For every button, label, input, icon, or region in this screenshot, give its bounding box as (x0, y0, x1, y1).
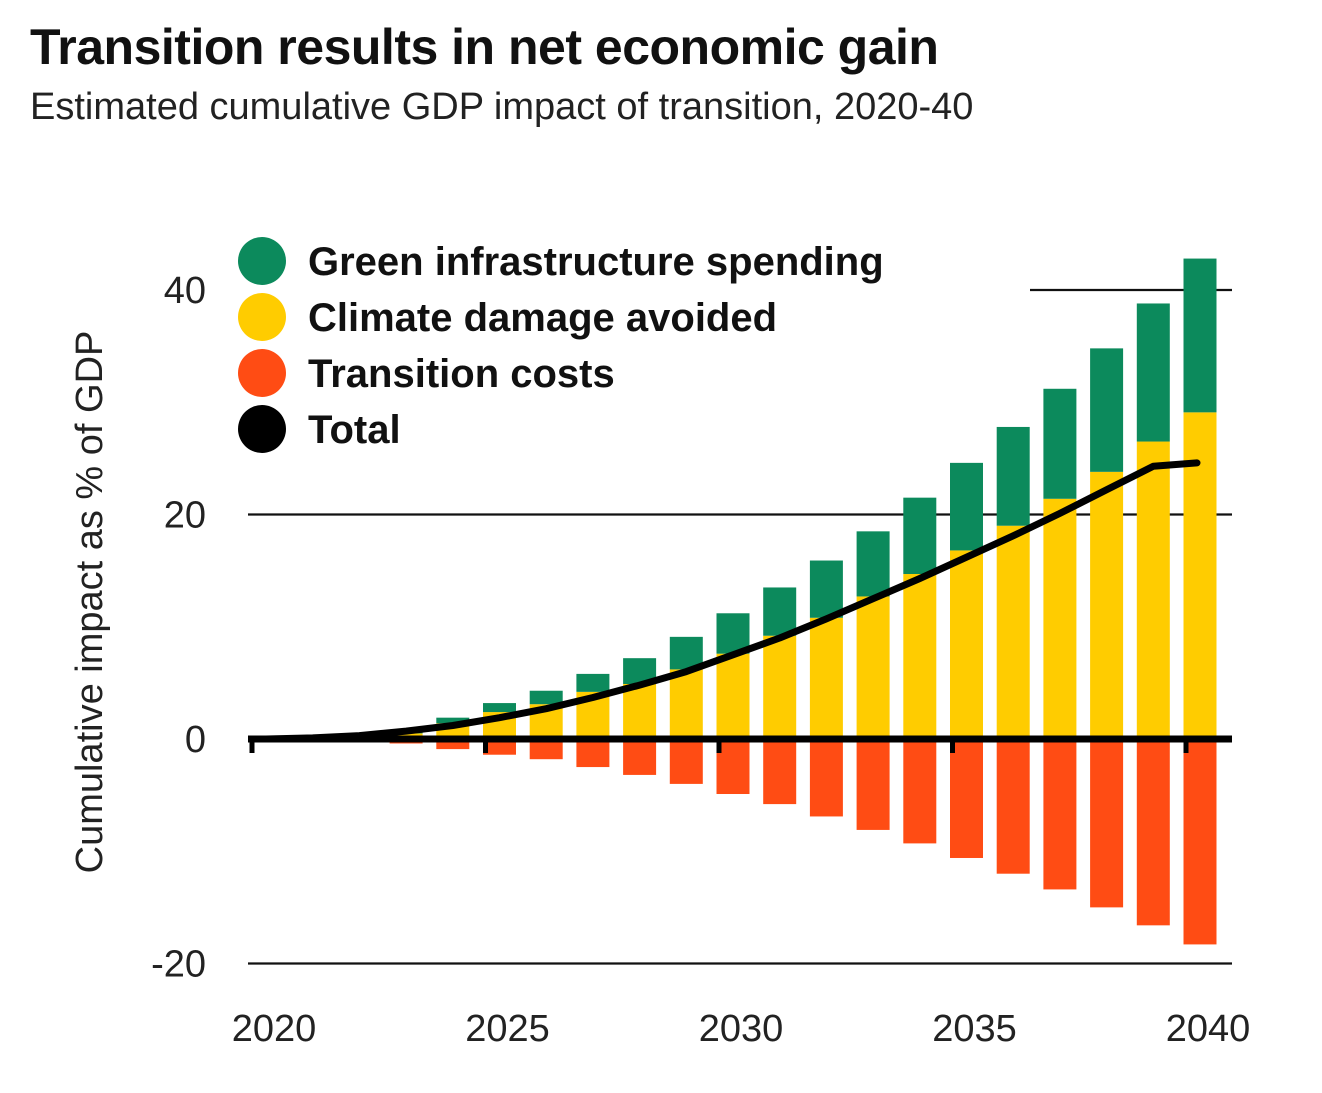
y-tick-label-20: 20 (164, 495, 206, 537)
x-tick-label-2025: 2025 (465, 1008, 550, 1050)
y-tick-label-0: 0 (185, 719, 206, 761)
bar-transition-costs-2024 (436, 739, 470, 750)
bar-green-infra-2031 (763, 587, 797, 636)
bar-green-infra-2027 (576, 673, 610, 692)
legend-label-2: Transition costs (308, 352, 615, 396)
axis-group (248, 735, 1232, 753)
bar-green-infra-2039 (1136, 303, 1170, 442)
legend-marker-0 (238, 237, 286, 285)
bar-green-infra-2024 (436, 717, 470, 724)
bar-transition-costs-2032 (809, 739, 843, 817)
bar-climate-damage-2039 (1136, 441, 1170, 739)
bar-transition-costs-2039 (1136, 739, 1170, 926)
bar-climate-damage-2028 (623, 683, 657, 739)
legend-label-0: Green infrastructure spending (308, 240, 884, 284)
bar-climate-damage-2037 (1043, 498, 1077, 739)
bars-group (389, 258, 1217, 945)
bar-climate-damage-2038 (1090, 471, 1124, 739)
legend: Green infrastructure spending Climate dam… (238, 237, 884, 453)
bar-transition-costs-2034 (903, 739, 937, 844)
bar-transition-costs-2026 (529, 739, 563, 760)
bar-transition-costs-2031 (763, 739, 797, 805)
x-tick-label-2020: 2020 (232, 1008, 317, 1050)
y-axis-label: Cumulative impact as % of GDP (69, 331, 111, 874)
chart-subtitle: Estimated cumulative GDP impact of trans… (30, 86, 974, 128)
bar-green-infra-2038 (1090, 348, 1124, 472)
bar-climate-damage-2032 (809, 617, 843, 739)
y-tick-label--20: -20 (151, 944, 206, 986)
bar-green-infra-2030 (716, 613, 750, 654)
bar-transition-costs-2028 (623, 739, 657, 775)
bar-transition-costs-2038 (1090, 739, 1124, 908)
bar-climate-damage-2030 (716, 653, 750, 739)
bar-climate-damage-2036 (996, 525, 1030, 739)
bar-climate-damage-2033 (856, 596, 890, 739)
bar-green-infra-2036 (996, 426, 1030, 526)
bar-green-infra-2025 (483, 703, 516, 713)
bar-transition-costs-2030 (716, 739, 750, 795)
total-line-group (262, 459, 1201, 743)
bar-green-infra-2035 (950, 462, 983, 551)
bar-green-infra-2026 (529, 690, 563, 705)
bar-green-infra-2040 (1183, 258, 1217, 413)
legend-label-1: Climate damage avoided (308, 296, 777, 340)
total-line (262, 459, 1201, 743)
bar-transition-costs-2037 (1043, 739, 1077, 890)
bar-transition-costs-2029 (669, 739, 703, 784)
x-tick-label-2030: 2030 (699, 1008, 784, 1050)
legend-marker-1 (238, 293, 286, 341)
y-tick-label-40: 40 (164, 270, 206, 312)
legend-marker-3 (238, 405, 286, 453)
legend-marker-2 (238, 349, 286, 397)
bar-green-infra-2033 (856, 531, 890, 597)
bar-green-infra-2032 (809, 560, 843, 618)
bar-transition-costs-2036 (996, 739, 1030, 874)
bar-climate-damage-2034 (903, 573, 937, 739)
bar-climate-damage-2031 (763, 635, 797, 739)
x-tick-label-2040: 2040 (1166, 1008, 1251, 1050)
bar-green-infra-2034 (903, 497, 937, 574)
bar-climate-damage-2035 (950, 550, 983, 739)
bar-transition-costs-2040 (1183, 739, 1217, 945)
bar-transition-costs-2035 (950, 739, 983, 858)
chart-title: Transition results in net economic gain (30, 19, 939, 75)
bar-transition-costs-2027 (576, 739, 610, 768)
bar-green-infra-2037 (1043, 388, 1077, 499)
legend-label-3: Total (308, 408, 401, 452)
bar-climate-damage-2029 (669, 669, 703, 739)
bar-transition-costs-2025 (483, 739, 516, 755)
bar-transition-costs-2033 (856, 739, 890, 830)
x-tick-label-2035: 2035 (932, 1008, 1017, 1050)
